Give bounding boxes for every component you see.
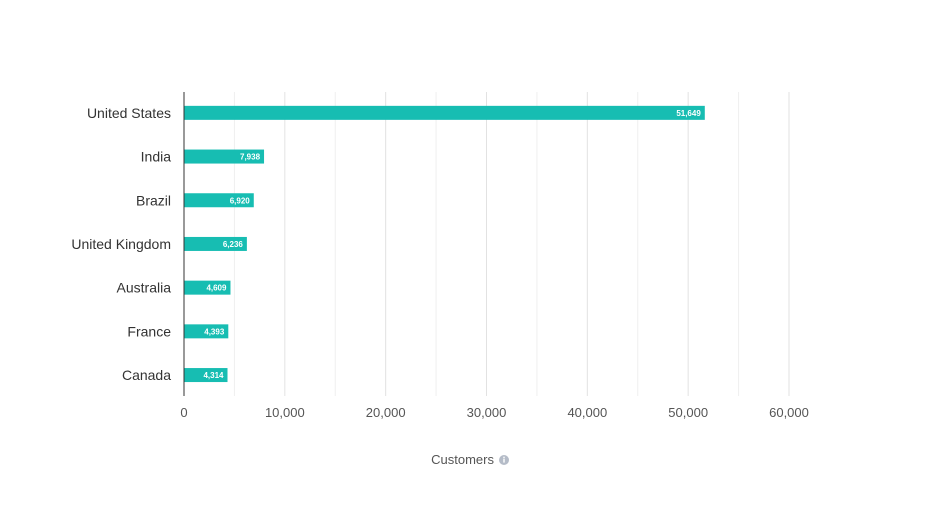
bar-value-label: 4,314: [203, 371, 224, 380]
category-label: Australia: [117, 280, 172, 296]
bar-value-label: 4,609: [206, 284, 227, 293]
x-tick-label: 50,000: [668, 405, 708, 420]
x-tick-label: 60,000: [769, 405, 809, 420]
info-circle-icon[interactable]: [499, 455, 509, 465]
bar[interactable]: [184, 236, 247, 251]
x-tick-label: 0: [180, 405, 187, 420]
x-tick-label: 30,000: [467, 405, 507, 420]
bar[interactable]: [184, 149, 265, 164]
bar-value-label: 4,393: [204, 327, 225, 336]
x-tick-label: 40,000: [567, 405, 607, 420]
bar[interactable]: [184, 368, 228, 383]
bar-value-label: 6,920: [230, 196, 251, 205]
x-tick-label: 10,000: [265, 405, 305, 420]
x-tick-labels: 0 10,000 20,000 30,000 40,000 50,000 60,000: [180, 405, 809, 420]
category-label: United Kingdom: [71, 236, 171, 252]
bar-value-label: 51,649: [676, 109, 701, 118]
category-label: France: [127, 323, 171, 339]
category-label: United States: [87, 105, 171, 121]
bar[interactable]: [184, 193, 254, 208]
bar[interactable]: [184, 280, 231, 295]
bar-value-label: 6,236: [223, 240, 244, 249]
bar-value-label: 7,938: [240, 153, 261, 162]
category-label: Brazil: [136, 192, 171, 208]
x-axis-title: Customers: [431, 452, 494, 467]
bar[interactable]: [184, 105, 705, 120]
x-axis-title-group: Customers: [431, 452, 509, 467]
grid-lines: [233, 92, 790, 396]
bars: 51,649 7,938 6,920 6,236 4,609 4,393 4,314: [184, 105, 705, 383]
bar[interactable]: [184, 324, 229, 339]
x-tick-label: 20,000: [366, 405, 406, 420]
category-label: India: [141, 149, 172, 165]
category-labels: United States India Brazil United Kingdom Au…: [71, 105, 171, 383]
category-label: Canada: [122, 367, 171, 383]
